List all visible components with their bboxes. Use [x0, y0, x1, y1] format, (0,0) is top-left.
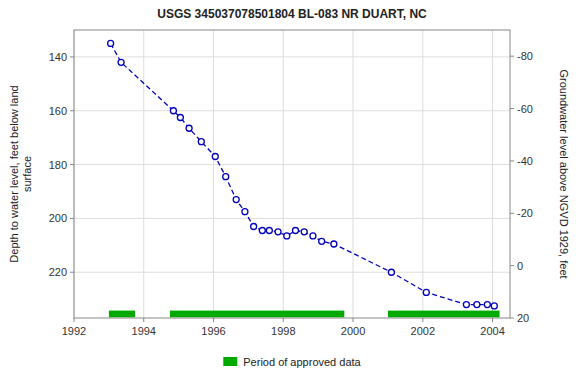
y-tick-label: 220 — [49, 266, 67, 278]
y-grid-line — [74, 218, 510, 219]
x-grid-line — [213, 30, 214, 318]
legend: Period of approved data — [223, 356, 361, 368]
x-grid-line — [353, 30, 354, 318]
y2-tick-label: -40 — [517, 155, 533, 167]
y-tick-label: 160 — [49, 105, 67, 117]
data-point — [484, 302, 490, 308]
x-tick-label: 2002 — [411, 325, 435, 337]
data-point — [423, 289, 429, 295]
legend-swatch — [223, 357, 237, 366]
data-point — [319, 238, 325, 244]
y-tick — [70, 56, 74, 57]
y-tick-label: 140 — [49, 51, 67, 63]
data-point — [177, 114, 183, 120]
y-grid-line — [74, 272, 510, 273]
data-point — [118, 59, 124, 65]
data-point — [266, 228, 272, 234]
data-line — [111, 43, 495, 305]
data-point — [284, 233, 290, 239]
chart: 1992199419961998200020022004140160180200… — [0, 0, 576, 384]
approved-bar — [109, 311, 135, 318]
y2-tick-label: 0 — [517, 260, 523, 272]
y-tick-label: 200 — [49, 212, 67, 224]
x-grid-line — [283, 30, 284, 318]
y2-tick — [510, 265, 514, 266]
x-tick — [213, 318, 214, 322]
data-point — [474, 302, 480, 308]
x-grid-line — [143, 30, 144, 318]
data-point — [259, 228, 265, 234]
x-tick-label: 1998 — [271, 325, 295, 337]
axes: 1992199419961998200020022004140160180200… — [49, 50, 533, 337]
background — [0, 0, 576, 384]
data-point — [463, 302, 469, 308]
y-grid-line — [74, 56, 510, 57]
y2-tick-label: -20 — [517, 207, 533, 219]
plot-frame — [74, 30, 510, 318]
y-tick — [70, 272, 74, 273]
y2-tick — [510, 213, 514, 214]
y-axis-label: Depth to water level, feet below landsur… — [8, 85, 33, 262]
data-point — [275, 229, 281, 235]
data-point — [223, 174, 229, 180]
data-point — [108, 40, 114, 46]
y2-tick — [510, 160, 514, 161]
y2-tick — [510, 56, 514, 57]
data-point — [301, 229, 307, 235]
plot-area — [108, 40, 500, 317]
x-tick — [422, 318, 423, 322]
y2-tick-label: 20 — [517, 312, 529, 324]
x-grid-line — [422, 30, 423, 318]
x-tick — [283, 318, 284, 322]
x-grid-line — [492, 30, 493, 318]
approved-bar — [170, 311, 344, 318]
data-point — [198, 139, 204, 145]
data-point — [170, 108, 176, 114]
y-tick — [70, 164, 74, 165]
y2-tick-label: -60 — [517, 103, 533, 115]
y2-tick — [510, 108, 514, 109]
x-tick — [353, 318, 354, 322]
x-tick — [74, 318, 75, 322]
x-tick-label: 1992 — [62, 325, 86, 337]
y-tick — [70, 218, 74, 219]
y-tick-label: 180 — [49, 159, 67, 171]
x-tick-label: 2004 — [480, 325, 504, 337]
approved-bar — [388, 311, 500, 318]
data-point — [186, 125, 192, 131]
y2-tick-label: -80 — [517, 50, 533, 62]
y-axis-label-line: surface — [21, 156, 33, 192]
grid — [74, 30, 510, 318]
x-tick — [492, 318, 493, 322]
y2-tick — [510, 318, 514, 319]
x-tick-label: 1996 — [201, 325, 225, 337]
title: USGS 345037078501804 BL-083 NR DUART, NC — [157, 7, 427, 21]
data-point — [242, 209, 248, 215]
y-grid-line — [74, 110, 510, 111]
data-point — [251, 223, 257, 229]
data-point — [331, 241, 337, 247]
data-point — [212, 154, 218, 160]
data-point — [310, 233, 316, 239]
legend-label: Period of approved data — [243, 356, 361, 368]
data-point — [292, 228, 298, 234]
y-tick — [70, 110, 74, 111]
data-point — [233, 197, 239, 203]
x-tick-label: 2000 — [341, 325, 365, 337]
x-tick — [143, 318, 144, 322]
data-point — [491, 303, 497, 309]
y2-axis-label: Groundwater level above NGVD 1929, feet — [558, 69, 570, 278]
y-grid-line — [74, 164, 510, 165]
y-axis-label-line: Depth to water level, feet below land — [8, 85, 20, 262]
x-tick-label: 1994 — [132, 325, 156, 337]
data-point — [388, 269, 394, 275]
